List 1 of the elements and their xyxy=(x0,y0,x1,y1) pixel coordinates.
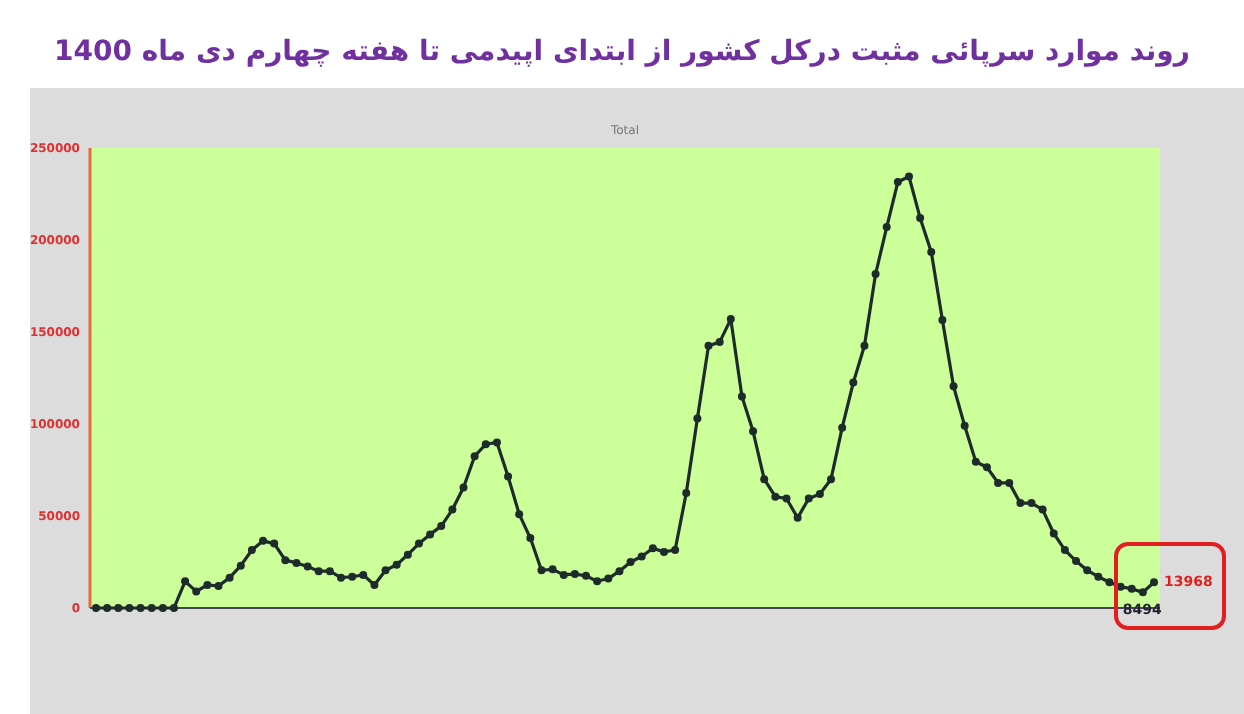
chart-title: روند موارد سرپائی مثبت درکل کشور از ابتدای اپیدمی تا هفته چهارم دی ماه 1400 xyxy=(54,36,1190,68)
